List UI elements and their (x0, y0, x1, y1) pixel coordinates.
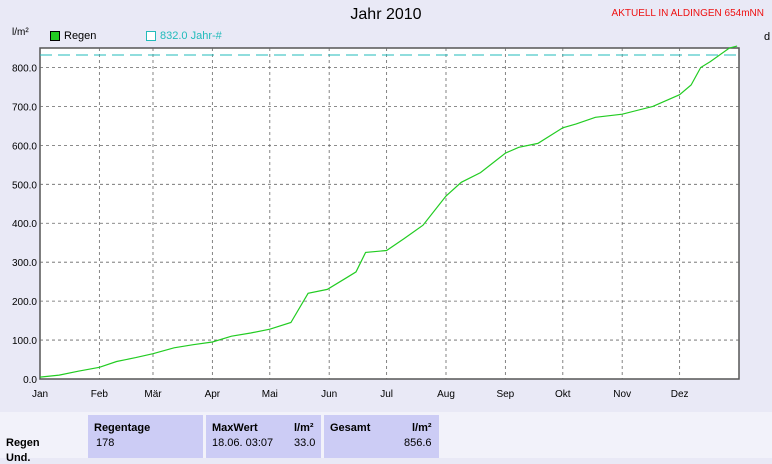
y-tick-label: 400.0 (12, 219, 37, 230)
x-tick-label: Jan (32, 389, 48, 400)
legend-average-swatch (146, 31, 156, 41)
y-tick-label: 0.0 (23, 375, 37, 386)
legend-average: 832.0 Jahr-# (146, 30, 222, 42)
stats-row-label: Regen (6, 437, 40, 449)
x-tick-label: Mai (262, 389, 278, 400)
regentage-header: Regentage (94, 422, 151, 434)
regentage-value: 178 (96, 437, 115, 449)
chart-title: Jahr 2010 (350, 6, 422, 23)
y-tick-label: 700.0 (12, 102, 37, 113)
maxwert-unit: l/m² (294, 422, 314, 434)
x-tick-label: Jul (380, 389, 393, 400)
gesamt-unit: l/m² (412, 422, 432, 434)
x-tick-label: Okt (555, 389, 571, 400)
rainfall-chart: 0.0 100.0 200.0 300.0 400.0 500.0 600.0 700.0 80… (12, 45, 740, 400)
y-tick-label: 500.0 (12, 180, 37, 191)
x-tick-label: Mär (144, 389, 162, 400)
x-tick-label: Feb (91, 389, 109, 400)
y-tick-label: 300.0 (12, 258, 37, 269)
maxwert-date: 18.06. 03:07 (212, 437, 274, 449)
x-tick-label: Jun (321, 389, 337, 400)
y-axis-ticks: 0.0 100.0 200.0 300.0 400.0 500.0 600.0 700.0 80… (12, 63, 37, 386)
maxwert-value: 33.0 (294, 437, 316, 449)
legend-average-label: 832.0 Jahr-# (160, 30, 222, 42)
gesamt-header: Gesamt (330, 422, 371, 434)
x-tick-label: Sep (496, 389, 514, 400)
stats-row-label-2: Und. (6, 452, 31, 464)
maxwert-header: MaxWert (212, 422, 258, 434)
gesamt-value: 856.6 (404, 437, 432, 449)
legend-rain: Regen (50, 30, 96, 42)
y-tick-label: 800.0 (12, 63, 37, 74)
stats-panel-regentage: Regentage 178 (88, 415, 203, 458)
edge-label: d (764, 31, 771, 43)
grid-lines (40, 48, 739, 379)
x-tick-label: Dez (671, 389, 689, 400)
x-tick-label: Apr (205, 389, 221, 400)
stats-panel-maxwert: MaxWert l/m² 18.06. 03:07 33.0 (206, 415, 321, 458)
series-layer (39, 45, 738, 378)
legend-rain-swatch (50, 31, 60, 41)
y-tick-label: 100.0 (12, 336, 37, 347)
x-tick-label: Aug (437, 389, 455, 400)
y-tick-label: 600.0 (12, 141, 37, 152)
legend-rain-label: Regen (64, 30, 97, 42)
y-axis-unit: l/m² (12, 27, 29, 38)
y-tick-label: 200.0 (12, 297, 37, 308)
series-line-regen (39, 45, 738, 378)
x-tick-label: Nov (613, 389, 631, 400)
stats-panel-gesamt: Gesamt l/m² 856.6 (324, 415, 439, 458)
x-axis-ticks: Jan Feb Mär Apr Mai Jun Jul Aug Sep Okt Nov Dez (32, 389, 689, 400)
plot-area (39, 47, 740, 380)
station-label: AKTUELL IN ALDINGEN 654mNN (611, 8, 764, 19)
